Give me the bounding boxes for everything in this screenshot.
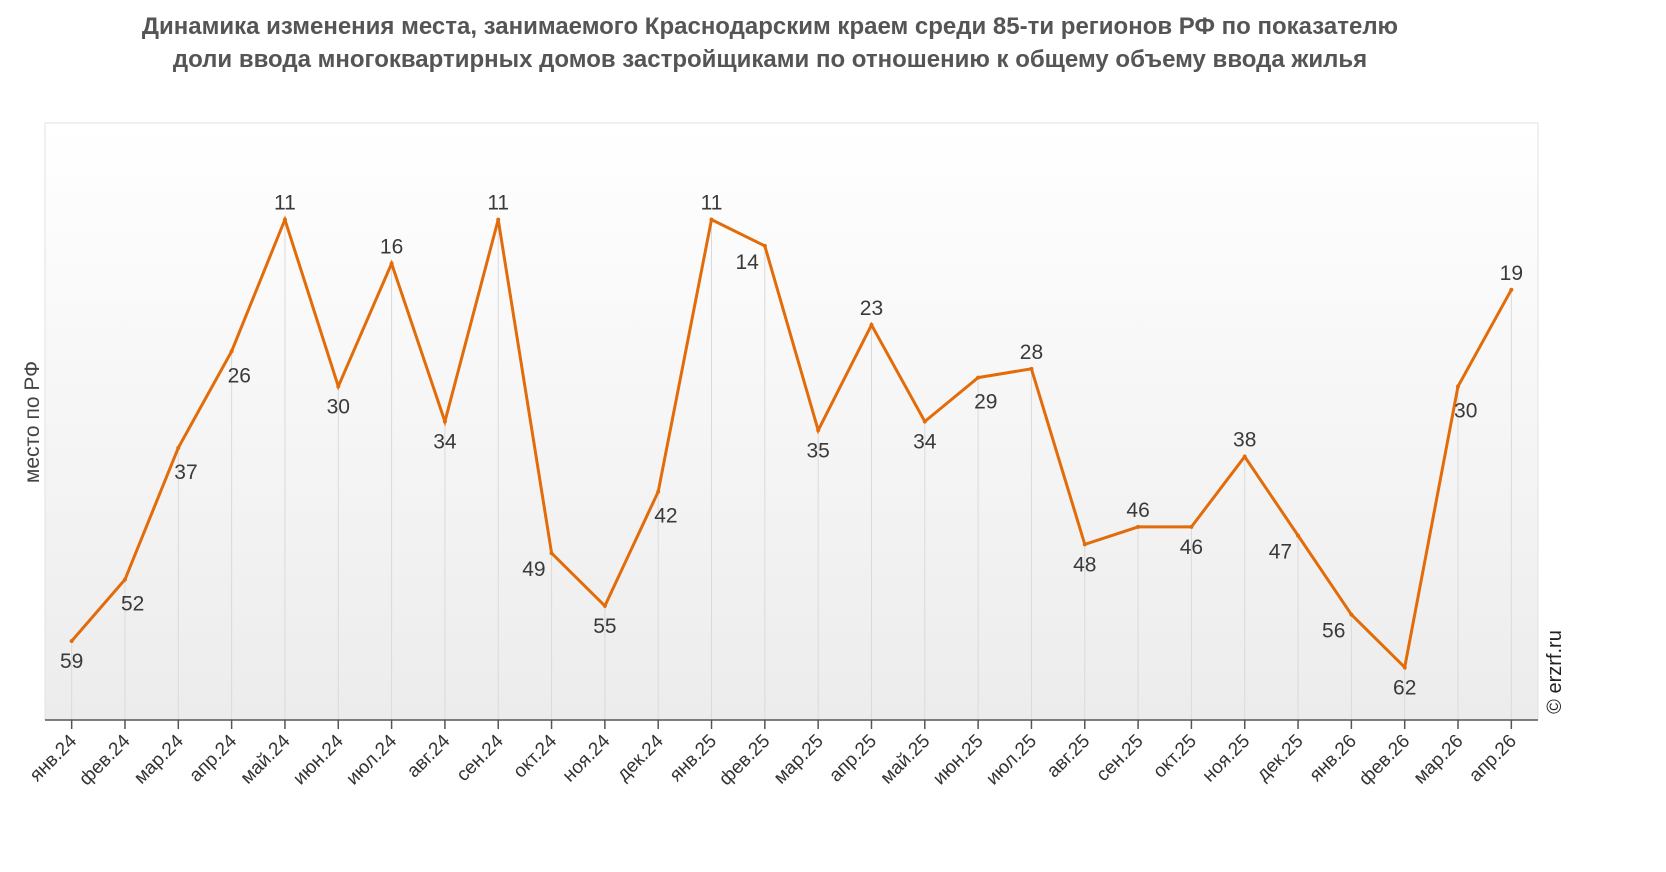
x-tick-label: янв.24: [26, 730, 82, 786]
data-point: [176, 445, 181, 450]
data-label: 46: [1126, 499, 1149, 522]
data-label: 62: [1393, 676, 1416, 699]
data-label: 11: [274, 192, 296, 215]
data-point: [442, 419, 447, 424]
data-point: [389, 261, 394, 266]
data-labels: 59 52 37 26 11 30 16 34 11 49 55 42 11 14 35 23 34 29 28 48…: [60, 192, 1523, 700]
series-line: [70, 215, 1513, 671]
x-tick-label: дек.25: [1253, 731, 1308, 786]
data-point: [976, 375, 981, 380]
data-label: 49: [522, 558, 545, 581]
x-tick-label: июл.25: [982, 731, 1041, 790]
x-tick-label: апр.25: [825, 731, 881, 787]
x-axis-tick-labels: янв.24фев.24мар.24апр.24май.24июн.24июл.…: [26, 730, 1521, 790]
data-label: 52: [121, 593, 144, 616]
data-point: [69, 638, 74, 643]
data-point: [1296, 533, 1301, 538]
data-label: 11: [701, 192, 723, 215]
x-tick-label: авг.25: [1043, 731, 1094, 782]
data-point: [496, 217, 501, 222]
data-label: 35: [806, 439, 829, 462]
x-tick-label: янв.25: [666, 731, 721, 786]
x-tick-label: июн.24: [289, 730, 348, 789]
data-point: [282, 217, 287, 222]
data-point: [1509, 287, 1514, 292]
chart-title: Динамика изменения места, занимаемого Кр…: [141, 13, 1399, 73]
data-point: [816, 428, 821, 433]
data-point: [1349, 612, 1354, 617]
data-label: 38: [1233, 429, 1256, 452]
x-tick-label: дек.24: [613, 730, 668, 785]
data-point: [922, 419, 927, 424]
data-point: [1242, 454, 1247, 459]
x-tick-label: ноя.25: [1199, 731, 1255, 787]
data-point: [1082, 542, 1087, 547]
x-tick-label: окт.25: [1149, 731, 1201, 783]
x-tick-label: окт.24: [509, 730, 561, 782]
data-point: [869, 322, 874, 327]
y-axis-title: место по РФ: [21, 361, 44, 483]
data-point: [549, 551, 554, 556]
data-label: 42: [654, 505, 677, 528]
x-tick-label: сен.25: [1092, 731, 1147, 786]
data-point: [1029, 366, 1034, 371]
data-point: [229, 349, 234, 354]
source-credit: © erzrf.ru: [1544, 630, 1566, 714]
plot-area: [45, 123, 1538, 720]
data-label: 47: [1269, 541, 1292, 564]
data-point: [1402, 665, 1407, 670]
data-label: 29: [974, 391, 997, 414]
data-label: 19: [1500, 262, 1523, 285]
data-label: 30: [327, 395, 350, 418]
data-label: 26: [228, 364, 251, 387]
x-tick-label: сен.24: [453, 730, 508, 785]
data-point: [709, 217, 714, 222]
data-label: 56: [1322, 620, 1345, 643]
data-label: 59: [60, 650, 83, 673]
data-point: [762, 243, 767, 248]
data-label: 34: [433, 431, 457, 454]
x-tick-label: фев.25: [715, 731, 774, 790]
x-tick-label: мар.26: [1410, 731, 1468, 789]
data-label: 37: [174, 461, 197, 484]
series-layer: [69, 215, 1514, 671]
x-tick-label: мар.25: [770, 731, 828, 789]
data-label: 48: [1073, 553, 1096, 576]
data-label: 23: [860, 297, 883, 320]
x-tick-label: апр.26: [1465, 731, 1521, 787]
x-tick-label: мар.24: [130, 730, 188, 788]
x-tick-label: май.24: [237, 730, 295, 788]
data-label: 30: [1454, 399, 1477, 422]
x-tick-label: янв.26: [1306, 731, 1361, 786]
x-tick-label: фев.26: [1355, 731, 1414, 790]
x-tick-label: ноя.24: [559, 730, 615, 786]
data-label: 14: [735, 251, 759, 274]
data-point: [336, 384, 341, 389]
data-point: [1456, 384, 1461, 389]
data-point: [656, 489, 661, 494]
x-tick-label: июл.24: [342, 730, 401, 789]
data-point: [1189, 524, 1194, 529]
x-tick-label: июн.25: [929, 731, 988, 790]
data-label: 16: [380, 235, 403, 258]
vertical-gridlines: [71, 219, 1512, 720]
data-point: [1136, 524, 1141, 529]
data-point: [122, 577, 127, 582]
data-label: 46: [1180, 536, 1203, 559]
data-label: 11: [487, 192, 509, 215]
data-label: 55: [593, 615, 616, 638]
data-label: 28: [1020, 341, 1043, 364]
x-tick-label: май.25: [877, 731, 935, 789]
x-tick-label: авг.24: [403, 730, 455, 782]
data-point: [602, 603, 607, 608]
x-axis-ticks: [70, 720, 1513, 729]
data-label: 34: [913, 431, 937, 454]
x-tick-label: фев.24: [75, 730, 134, 789]
x-tick-label: апр.24: [185, 730, 241, 786]
